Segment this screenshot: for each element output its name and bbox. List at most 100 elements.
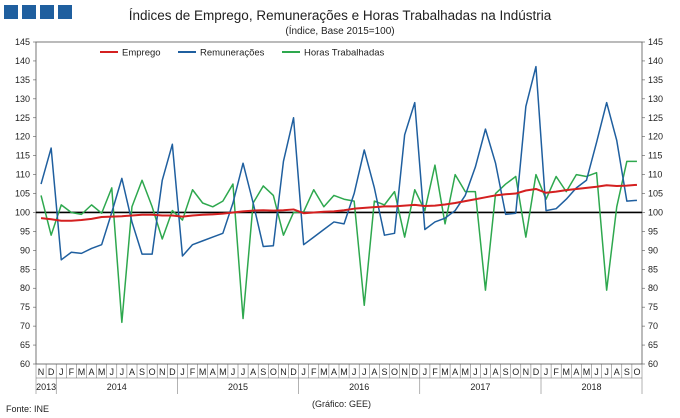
y-tick-label-right: 70 [648,321,658,331]
y-tick-label-right: 145 [648,37,663,47]
x-month-label: N [159,367,166,377]
y-tick-label-left: 105 [15,189,30,199]
y-tick-label-left: 125 [15,113,30,123]
x-month-label: M [199,367,207,377]
source-note: Fonte: INE [6,404,49,414]
x-month-label: A [250,367,256,377]
series-line-horas-trabalhadas [40,160,637,324]
y-tick-label-right: 110 [648,170,662,180]
y-tick-label-right: 100 [648,207,663,217]
y-tick-label-right: 125 [648,113,663,123]
y-tick-label-left: 145 [15,37,30,47]
chart-subtitle: (Índice, Base 2015=100) [285,24,394,37]
x-month-label: J [352,367,357,377]
y-tick-label-right: 115 [648,151,662,161]
graph-credit: (Gráfico: GEE) [312,399,371,409]
y-axis-right: 60 65 70 75 80 85 90 95 100 105 110 115 120 125 130 135… [642,37,663,369]
y-tick-label-left: 135 [15,75,30,85]
x-month-label: S [381,367,387,377]
y-tick-label-left: 75 [20,302,30,312]
x-month-label: D [412,367,419,377]
x-month-label: O [149,367,156,377]
y-tick-label-right: 80 [648,283,658,293]
x-month-label: M [462,367,470,377]
logo-square-3 [40,5,54,19]
x-month-label: J [180,367,185,377]
x-month-label: N [523,367,530,377]
x-month-label: M [441,367,449,377]
x-month-label: A [614,367,620,377]
y-tick-label-right: 90 [648,245,658,255]
x-month-label: F [190,367,196,377]
x-month-label: F [432,367,438,377]
y-tick-label-left: 80 [20,283,30,293]
legend-label: Remunerações [200,48,265,59]
y-tick-label-left: 115 [16,151,30,161]
x-month-label: F [69,367,75,377]
x-year-label: 2016 [349,382,369,392]
y-tick-label-left: 70 [20,321,30,331]
y-tick-label-left: 110 [16,170,30,180]
x-month-label: D [533,367,540,377]
x-month-label: O [512,367,519,377]
y-tick-label-right: 75 [648,302,658,312]
y-tick-label-right: 60 [648,359,658,369]
x-month-label: J [59,367,64,377]
x-month-label: J [110,367,115,377]
x-month-label: M [563,367,571,377]
x-month-label: J [604,367,609,377]
x-month-label: M [340,367,348,377]
chart-title: Índices de Emprego, Remunerações e Horas… [129,8,552,23]
x-month-label: J [483,367,488,377]
logo-square-2 [22,5,36,19]
legend: Emprego Remunerações Horas Trabalhadas [100,48,385,59]
logo-square-4 [58,5,72,19]
y-tick-label-left: 120 [15,132,30,142]
x-month-label: S [624,367,630,377]
y-tick-label-right: 135 [648,75,663,85]
x-month-label: A [573,367,579,377]
x-month-label: D [169,367,176,377]
logo-square-1 [4,5,18,19]
y-tick-label-left: 85 [20,264,30,274]
x-month-label: D [48,367,55,377]
x-year-label: 2018 [581,382,601,392]
x-year-label: 2015 [228,382,248,392]
x-month-label: S [260,367,266,377]
y-tick-label-left: 65 [20,340,30,350]
y-tick-label-right: 105 [648,189,663,199]
x-year-label: 2017 [470,382,490,392]
x-month-label: A [129,367,135,377]
y-tick-label-left: 90 [20,245,30,255]
x-month-label: J [301,367,306,377]
x-month-label: O [633,367,640,377]
x-month-label: J [423,367,428,377]
x-month-label: A [493,367,499,377]
y-tick-label-left: 60 [20,359,30,369]
x-month-label: M [583,367,591,377]
y-tick-label-left: 100 [15,207,30,217]
x-month-label: J [231,367,236,377]
x-year-label: 2013 [36,382,56,392]
y-axis-left: 60 65 70 75 80 85 90 95 100 105 110 115 120 125 130 135… [15,37,36,369]
y-tick-label-right: 130 [648,94,663,104]
x-month-label: M [98,367,106,377]
series-line-remuneracoes [40,65,638,261]
x-month-label: A [89,367,95,377]
x-month-label: N [401,367,408,377]
y-tick-label-right: 65 [648,340,658,350]
series-line-emprego [40,183,638,222]
x-month-label: J [120,367,125,377]
y-tick-label-left: 95 [20,226,30,236]
x-month-label: J [594,367,599,377]
y-tick-label-right: 85 [648,264,658,274]
x-month-label: O [270,367,277,377]
series-group [36,65,642,324]
logo [4,5,72,19]
x-month-label: A [331,367,337,377]
x-month-label: D [290,367,297,377]
x-month-label: J [362,367,367,377]
x-month-label: J [241,367,246,377]
